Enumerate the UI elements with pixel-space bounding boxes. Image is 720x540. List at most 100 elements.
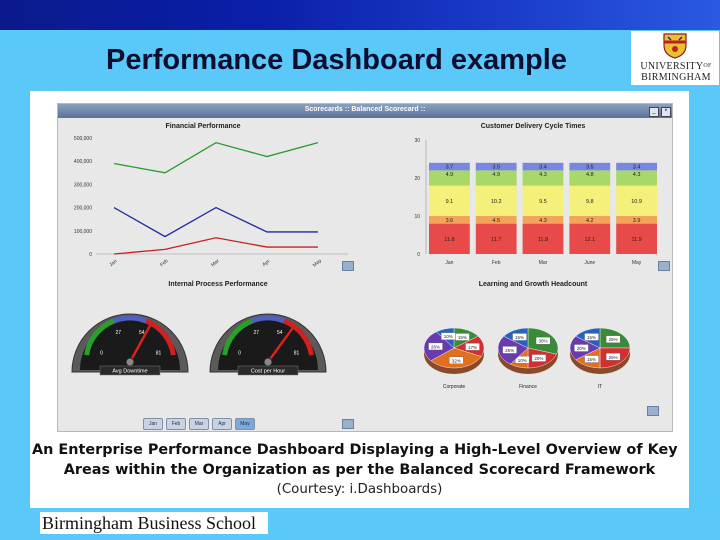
pie-label-box	[531, 354, 547, 362]
close-icon[interactable]: ×	[661, 107, 671, 117]
gauge-zone	[145, 318, 176, 356]
pie-slice-label: 20%	[577, 346, 586, 351]
x-tick-label: Mar	[539, 260, 548, 266]
band-cell	[475, 162, 517, 171]
band-cell	[569, 185, 611, 216]
gauge-needle	[267, 327, 294, 363]
caption-line1: An Enterprise Performance Dashboard Disp…	[32, 442, 678, 458]
month-button-apr[interactable]: Apr	[212, 418, 232, 430]
cell-value: 10.9	[631, 199, 642, 205]
panel-title-learning: Learning and Growth Headcount	[478, 281, 588, 288]
gauge-label-box	[237, 365, 299, 376]
expand-internal-button[interactable]	[342, 419, 354, 429]
pie-slice-label: 10%	[444, 334, 453, 339]
pie-slice-label: 15%	[587, 335, 596, 340]
pie-slice-label: 15%	[515, 335, 524, 340]
pie-slice-label: 32%	[452, 358, 461, 363]
band-cell	[429, 223, 470, 254]
title-bar-band	[0, 0, 720, 30]
x-tick-label: Jan	[445, 260, 453, 266]
pie-slice-label: 25%	[505, 348, 514, 353]
month-button-jan[interactable]: Jan	[143, 418, 163, 430]
gauge-tick: 27	[253, 330, 259, 336]
pie-slice-label: 15%	[587, 357, 596, 362]
band-cell	[522, 170, 564, 186]
school-brand: Birmingham Business School	[40, 512, 268, 534]
pie-label-box	[455, 333, 470, 341]
minimize-icon[interactable]: _	[649, 107, 659, 117]
pie-label-box	[465, 343, 480, 351]
gauge-zone	[222, 318, 253, 356]
logo-line2: BIRMINGHAM	[641, 72, 711, 83]
pie-label-box	[502, 346, 517, 354]
gauge-face	[218, 320, 318, 370]
y-tick-label: 20	[414, 176, 420, 182]
panel-title-financial: Financial Performance	[165, 123, 241, 130]
x-tick-label: May	[632, 260, 642, 266]
gauges-panel: 0 27 54 81 Avg Downtime 0 27 54 81 Cost per Hour	[71, 313, 327, 376]
dashboard-window: Scorecards :: Balanced Scorecard :: _ × …	[57, 103, 673, 432]
pie-slice-label: 25%	[609, 337, 618, 342]
pie-slice-label: 15%	[458, 335, 467, 340]
cell-value: 9.1	[446, 199, 454, 205]
slide-title: Performance Dashboard example	[106, 44, 567, 76]
pie-label-box	[535, 337, 551, 345]
cell-value: 3.6	[446, 218, 454, 224]
gauge-tick: 81	[294, 351, 300, 357]
x-tick-label: Mar	[210, 258, 221, 268]
x-tick-label: Jan	[108, 258, 118, 268]
logo-line1: UNIVERSITY	[640, 61, 704, 72]
pie-label-box	[584, 333, 599, 341]
pie-label-box	[606, 353, 621, 361]
band-cell	[616, 216, 657, 224]
x-tick-label: June	[584, 260, 595, 266]
band-cell	[429, 170, 470, 186]
month-button-mar[interactable]: Mar	[189, 418, 209, 430]
y-tick-label: 30	[414, 138, 420, 144]
y-tick-label: 400,000	[74, 159, 92, 165]
university-logo: UNIVERSITYOF BIRMINGHAM	[631, 31, 719, 85]
cell-value: 4.3	[539, 218, 547, 224]
y-tick-label: 200,000	[74, 206, 92, 212]
cell-value: 3.9	[633, 218, 641, 224]
band-cell	[475, 185, 517, 216]
series-line-2	[113, 237, 318, 255]
pie-slice-label: 25%	[609, 355, 618, 360]
pie-1: 30% 20% 10% 25% 15% Finance	[497, 327, 559, 390]
band-cell	[522, 162, 564, 171]
pie-0: 15%17% 32% 26% 10% Corporate	[423, 327, 485, 390]
cell-value: 3.4	[633, 165, 641, 171]
band-cell	[475, 216, 517, 224]
cell-value: 3.5	[492, 165, 500, 171]
gauge-1: 0 27 54 81 Cost per Hour	[209, 313, 327, 376]
band-cell	[429, 185, 470, 216]
cell-value: 11.8	[538, 237, 548, 243]
pie-slice-label: 10%	[518, 358, 527, 363]
pie-label-box	[606, 335, 621, 343]
month-button-may[interactable]: May	[235, 418, 255, 430]
play-button[interactable]	[647, 406, 659, 416]
cell-value: 3.4	[539, 165, 547, 171]
expand-delivery-button[interactable]	[658, 261, 670, 271]
cell-value: 3.5	[586, 165, 594, 171]
caption-courtesy: (Courtesy: i.Dashboards)	[276, 482, 443, 497]
expand-financial-button[interactable]	[342, 261, 354, 271]
cell-value: 4.5	[492, 218, 500, 224]
pie-2: 25% 25% 15% 20% 15% IT	[569, 327, 631, 390]
gauge-zone	[84, 318, 115, 356]
pie-label-box	[449, 356, 464, 364]
band-cell	[616, 170, 657, 186]
pie-slice-label: 17%	[468, 345, 477, 350]
gauge-hub	[125, 357, 135, 367]
band-cell	[616, 185, 657, 216]
gauge-tick: 81	[156, 351, 162, 357]
month-button-feb[interactable]: Feb	[166, 418, 186, 430]
pie-label-box	[512, 333, 527, 341]
band-cell	[616, 162, 657, 171]
gauge-tick: 0	[100, 351, 103, 357]
y-tick-label: 500,000	[74, 136, 92, 142]
pie-label: IT	[598, 384, 602, 390]
window-titlebar: Scorecards :: Balanced Scorecard :: _ ×	[58, 104, 672, 118]
pie-label: Corporate	[443, 384, 465, 390]
gauge-zone	[112, 315, 148, 324]
